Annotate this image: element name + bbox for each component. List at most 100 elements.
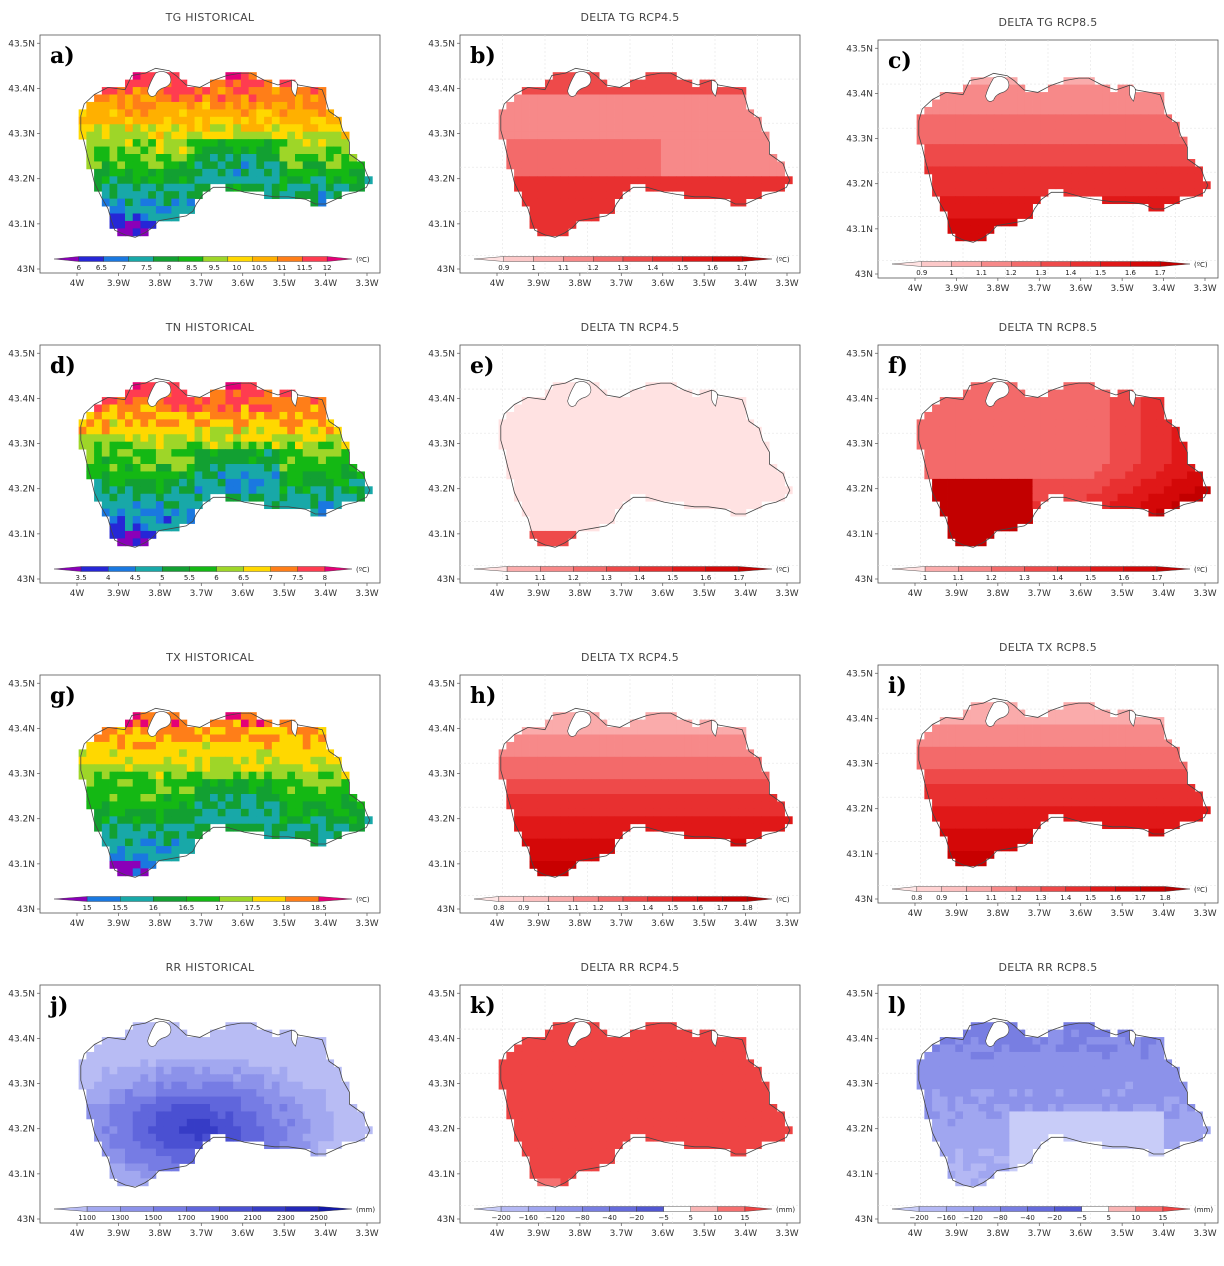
grid-cell bbox=[1102, 114, 1111, 123]
grid-cell bbox=[318, 794, 327, 802]
grid-cell bbox=[333, 486, 342, 495]
grid-cell bbox=[753, 154, 762, 162]
grid-cell bbox=[202, 493, 211, 502]
grid-cell bbox=[599, 176, 608, 185]
grid-cell bbox=[148, 831, 157, 840]
grid-cell bbox=[660, 801, 670, 810]
grid-cell bbox=[660, 493, 670, 502]
grid-cell bbox=[171, 79, 180, 88]
grid-cell bbox=[1102, 129, 1111, 138]
grid-cell bbox=[148, 382, 157, 391]
grid-cell bbox=[1102, 449, 1111, 457]
grid-cell bbox=[132, 801, 141, 810]
grid-cell bbox=[730, 116, 739, 125]
grid-cell bbox=[256, 464, 265, 472]
grid-cell bbox=[202, 441, 211, 450]
grid-cell bbox=[318, 176, 327, 185]
grid-cell bbox=[738, 831, 747, 840]
grid-cell bbox=[668, 493, 677, 502]
grid-cell bbox=[1024, 516, 1033, 524]
grid-cell bbox=[583, 779, 592, 787]
grid-cell bbox=[194, 831, 203, 840]
grid-cell bbox=[963, 233, 972, 242]
grid-cell bbox=[295, 404, 304, 413]
grid-cell bbox=[125, 191, 134, 200]
grid-cell bbox=[707, 176, 716, 185]
grid-cell bbox=[606, 486, 615, 495]
grid-cell bbox=[722, 168, 731, 177]
grid-cell bbox=[993, 159, 1003, 167]
grid-cell bbox=[715, 808, 724, 817]
grid-cell bbox=[318, 124, 327, 133]
grid-cell bbox=[132, 94, 141, 103]
grid-cell bbox=[707, 741, 716, 750]
grid-cell bbox=[637, 101, 646, 110]
grid-cell bbox=[978, 516, 987, 524]
grid-cell bbox=[125, 486, 134, 495]
grid-cell bbox=[963, 441, 972, 450]
grid-cell bbox=[117, 176, 126, 185]
grid-cell bbox=[1009, 441, 1018, 450]
grid-cell bbox=[753, 779, 762, 787]
grid-cell bbox=[132, 831, 141, 840]
grid-cell bbox=[287, 441, 296, 450]
grid-cell bbox=[94, 101, 103, 110]
grid-cell bbox=[769, 478, 778, 487]
grid-cell bbox=[1109, 397, 1118, 405]
grid-cell bbox=[1125, 434, 1134, 443]
grid-cell bbox=[1102, 166, 1111, 175]
grid-cell bbox=[761, 816, 770, 825]
grid-cell bbox=[637, 168, 646, 177]
grid-cell bbox=[637, 734, 646, 743]
grid-cell bbox=[668, 727, 677, 735]
grid-cell bbox=[545, 530, 554, 539]
grid-cell bbox=[179, 168, 188, 177]
colorbar-label: 3.5 bbox=[76, 574, 87, 582]
grid-cell bbox=[939, 203, 948, 212]
colorbar-label: 1.1 bbox=[535, 574, 546, 582]
grid-cell bbox=[614, 131, 623, 140]
grid-cell bbox=[753, 168, 762, 177]
grid-cell bbox=[1017, 456, 1026, 465]
grid-cell bbox=[978, 225, 987, 234]
grid-cell bbox=[1094, 181, 1103, 190]
grid-cell bbox=[140, 213, 149, 222]
grid-cell bbox=[318, 756, 327, 765]
grid-cell bbox=[575, 734, 585, 743]
grid-cell bbox=[1048, 464, 1057, 472]
grid-cell bbox=[606, 794, 615, 802]
grid-cell bbox=[217, 426, 226, 435]
grid-cell bbox=[552, 419, 561, 428]
grid-cell bbox=[101, 493, 110, 502]
grid-cell bbox=[356, 183, 365, 192]
grid-cell bbox=[676, 411, 685, 420]
grid-cell bbox=[163, 823, 172, 832]
grid-cell bbox=[1078, 404, 1088, 413]
grid-cell bbox=[606, 397, 615, 405]
grid-cell bbox=[109, 434, 118, 443]
grid-cell bbox=[630, 87, 639, 95]
grid-cell bbox=[217, 79, 226, 88]
grid-cell bbox=[560, 493, 569, 502]
grid-cell bbox=[660, 449, 670, 457]
grid-cell bbox=[1140, 471, 1149, 480]
grid-cell bbox=[521, 87, 530, 95]
grid-cell bbox=[1094, 404, 1103, 413]
grid-cell bbox=[202, 183, 211, 192]
grid-cell bbox=[1133, 144, 1142, 152]
grid-cell bbox=[521, 116, 530, 125]
grid-cell bbox=[947, 493, 956, 502]
grid-cell bbox=[993, 144, 1003, 152]
grid-cell bbox=[163, 464, 172, 472]
grid-cell bbox=[1048, 166, 1057, 175]
grid-cell bbox=[94, 456, 103, 465]
grid-cell bbox=[514, 168, 523, 177]
grid-cell bbox=[271, 771, 280, 780]
grid-cell bbox=[1032, 404, 1041, 413]
grid-cell bbox=[514, 411, 523, 420]
grid-cell bbox=[583, 131, 592, 140]
grid-cell bbox=[310, 727, 319, 735]
grid-cell bbox=[225, 727, 234, 735]
grid-cell bbox=[333, 756, 342, 765]
grid-cell bbox=[568, 838, 577, 847]
